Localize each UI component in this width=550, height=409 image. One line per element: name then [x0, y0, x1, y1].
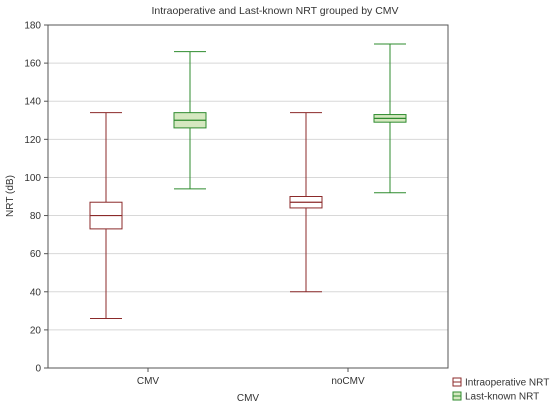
legend-label: Last-known NRT	[465, 392, 539, 403]
y-tick-label: 120	[24, 135, 41, 146]
box-1-0	[173, 51, 207, 190]
legend-label: Intraoperative NRT	[465, 378, 549, 389]
chart-title: Intraoperative and Last-known NRT groupe…	[151, 5, 398, 17]
grid	[48, 62, 448, 331]
y-tick-label: 0	[35, 364, 41, 375]
y-tick-label: 40	[30, 287, 42, 298]
y-axis: 0 20 40 60 80 100 120 140 160 180	[24, 21, 48, 375]
x-tick-label: noCMV	[331, 376, 365, 387]
y-tick-label: 180	[24, 21, 41, 32]
y-tick-label: 160	[24, 59, 41, 70]
y-tick-label: 20	[30, 325, 42, 336]
x-tick-label: CMV	[137, 376, 160, 387]
box-0-1	[289, 112, 323, 293]
y-tick-label: 100	[24, 173, 41, 184]
y-tick-label: 140	[24, 97, 41, 108]
y-axis-label: NRT (dB)	[5, 175, 16, 217]
x-axis-label: CMV	[237, 393, 260, 404]
box-1-1	[373, 43, 407, 194]
y-tick-label: 80	[30, 211, 42, 222]
x-axis: CMV noCMV	[137, 368, 365, 387]
box-series	[89, 43, 407, 319]
plot-area-frame	[47, 24, 449, 369]
box-0-0	[89, 112, 123, 319]
y-tick-label: 60	[30, 249, 42, 260]
legend: Intraoperative NRT Last-known NRT	[452, 377, 549, 403]
